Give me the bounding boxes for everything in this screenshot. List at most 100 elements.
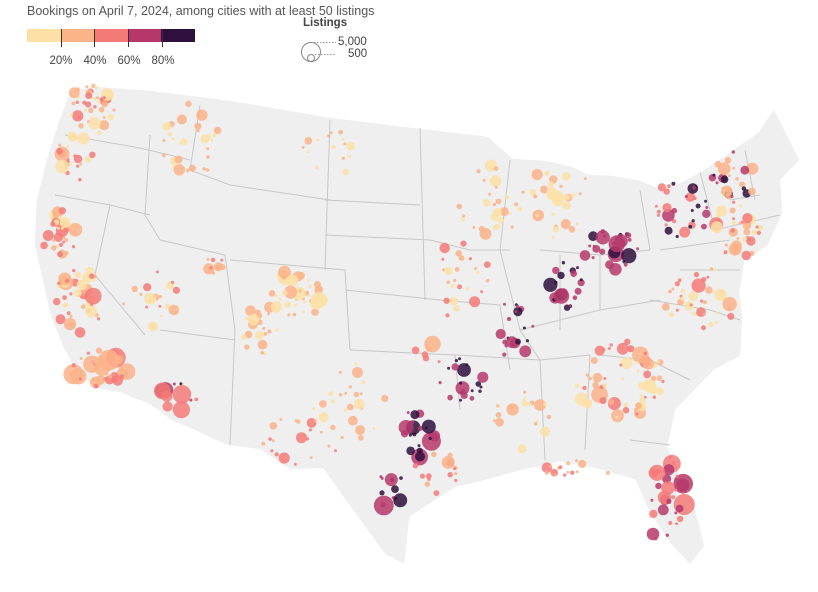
city-dot (671, 181, 676, 186)
city-dot (194, 122, 202, 130)
city-dot (672, 461, 676, 465)
city-dot (98, 106, 105, 113)
city-dot (692, 311, 697, 316)
city-dot (86, 351, 90, 355)
city-dot (751, 229, 757, 235)
city-dot (560, 218, 571, 230)
city-dot (511, 343, 515, 347)
city-dot (278, 452, 290, 464)
city-dot (62, 240, 66, 244)
city-dot (578, 459, 587, 469)
city-dot (756, 230, 762, 235)
city-dot (196, 109, 208, 121)
city-dot (75, 100, 80, 105)
city-dot (311, 308, 319, 316)
city-dot (710, 221, 723, 234)
city-dot (296, 432, 307, 444)
city-dot (457, 284, 463, 290)
city-dot (568, 226, 576, 233)
city-dot (85, 85, 89, 89)
city-dot (635, 412, 639, 416)
city-dot (543, 401, 547, 406)
city-dot (570, 193, 576, 199)
city-dot (732, 166, 736, 170)
city-dot (71, 363, 77, 368)
city-dot (689, 303, 693, 307)
city-dot (621, 377, 624, 381)
city-dot (705, 206, 709, 209)
city-dot (488, 192, 492, 196)
city-dot (63, 317, 77, 331)
city-dot (563, 304, 571, 311)
city-dot (533, 194, 538, 199)
city-dot (453, 305, 460, 312)
map-subtitle: Bookings on April 7, 2024, among cities … (27, 4, 375, 18)
city-dot (330, 424, 336, 431)
city-dot (517, 206, 523, 212)
city-dot (679, 226, 691, 238)
city-dot (84, 287, 102, 305)
city-dot (185, 100, 192, 108)
city-dot (643, 370, 652, 379)
city-dot (703, 300, 707, 305)
city-dot (112, 108, 116, 112)
city-dot (316, 138, 320, 142)
city-dot (179, 141, 183, 145)
city-dot (492, 419, 496, 423)
city-dot (95, 347, 103, 354)
city-dot (194, 397, 199, 402)
city-dot (654, 204, 658, 208)
city-dot (563, 194, 570, 201)
city-dot (649, 509, 658, 519)
size-legend-circles (301, 42, 336, 62)
city-dot (162, 401, 173, 412)
city-dot (334, 449, 337, 453)
city-dot (616, 342, 629, 355)
city-dot (161, 153, 166, 158)
city-dot (607, 347, 611, 350)
city-dot (706, 275, 710, 279)
city-dot (578, 192, 582, 196)
city-dot (451, 363, 459, 371)
city-dot (632, 346, 649, 364)
city-dot (55, 159, 69, 174)
city-dot (255, 309, 261, 316)
city-dot (97, 100, 101, 104)
city-dot (438, 381, 442, 385)
city-dot (572, 295, 578, 301)
city-dot (635, 361, 639, 364)
city-dot (79, 357, 83, 360)
city-dot (284, 301, 291, 308)
city-dot (680, 296, 685, 301)
city-dot (516, 304, 520, 309)
city-dot (210, 138, 214, 142)
city-dot (633, 407, 637, 411)
city-dot (476, 169, 481, 174)
city-dot (329, 131, 333, 135)
city-dot (620, 357, 633, 369)
city-dot (96, 96, 99, 100)
city-dot (74, 327, 86, 338)
city-dot (623, 402, 629, 408)
city-dot (691, 219, 695, 223)
city-dot (535, 419, 539, 423)
city-dot (424, 481, 431, 487)
city-dot (79, 162, 83, 166)
city-dot (107, 113, 115, 121)
city-dot (62, 302, 68, 308)
city-dot (80, 135, 84, 139)
city-dot (424, 335, 441, 353)
city-dot (684, 301, 694, 311)
city-dot (525, 339, 530, 343)
city-dot (663, 464, 675, 476)
city-dot (444, 266, 453, 276)
city-dot (736, 237, 740, 240)
city-dot (93, 105, 97, 109)
city-dot (69, 113, 73, 117)
city-dot (513, 307, 523, 317)
city-dot (101, 100, 108, 108)
city-dot (310, 297, 323, 310)
city-dot (693, 271, 700, 278)
city-dot (406, 446, 415, 456)
city-dot (515, 338, 521, 345)
